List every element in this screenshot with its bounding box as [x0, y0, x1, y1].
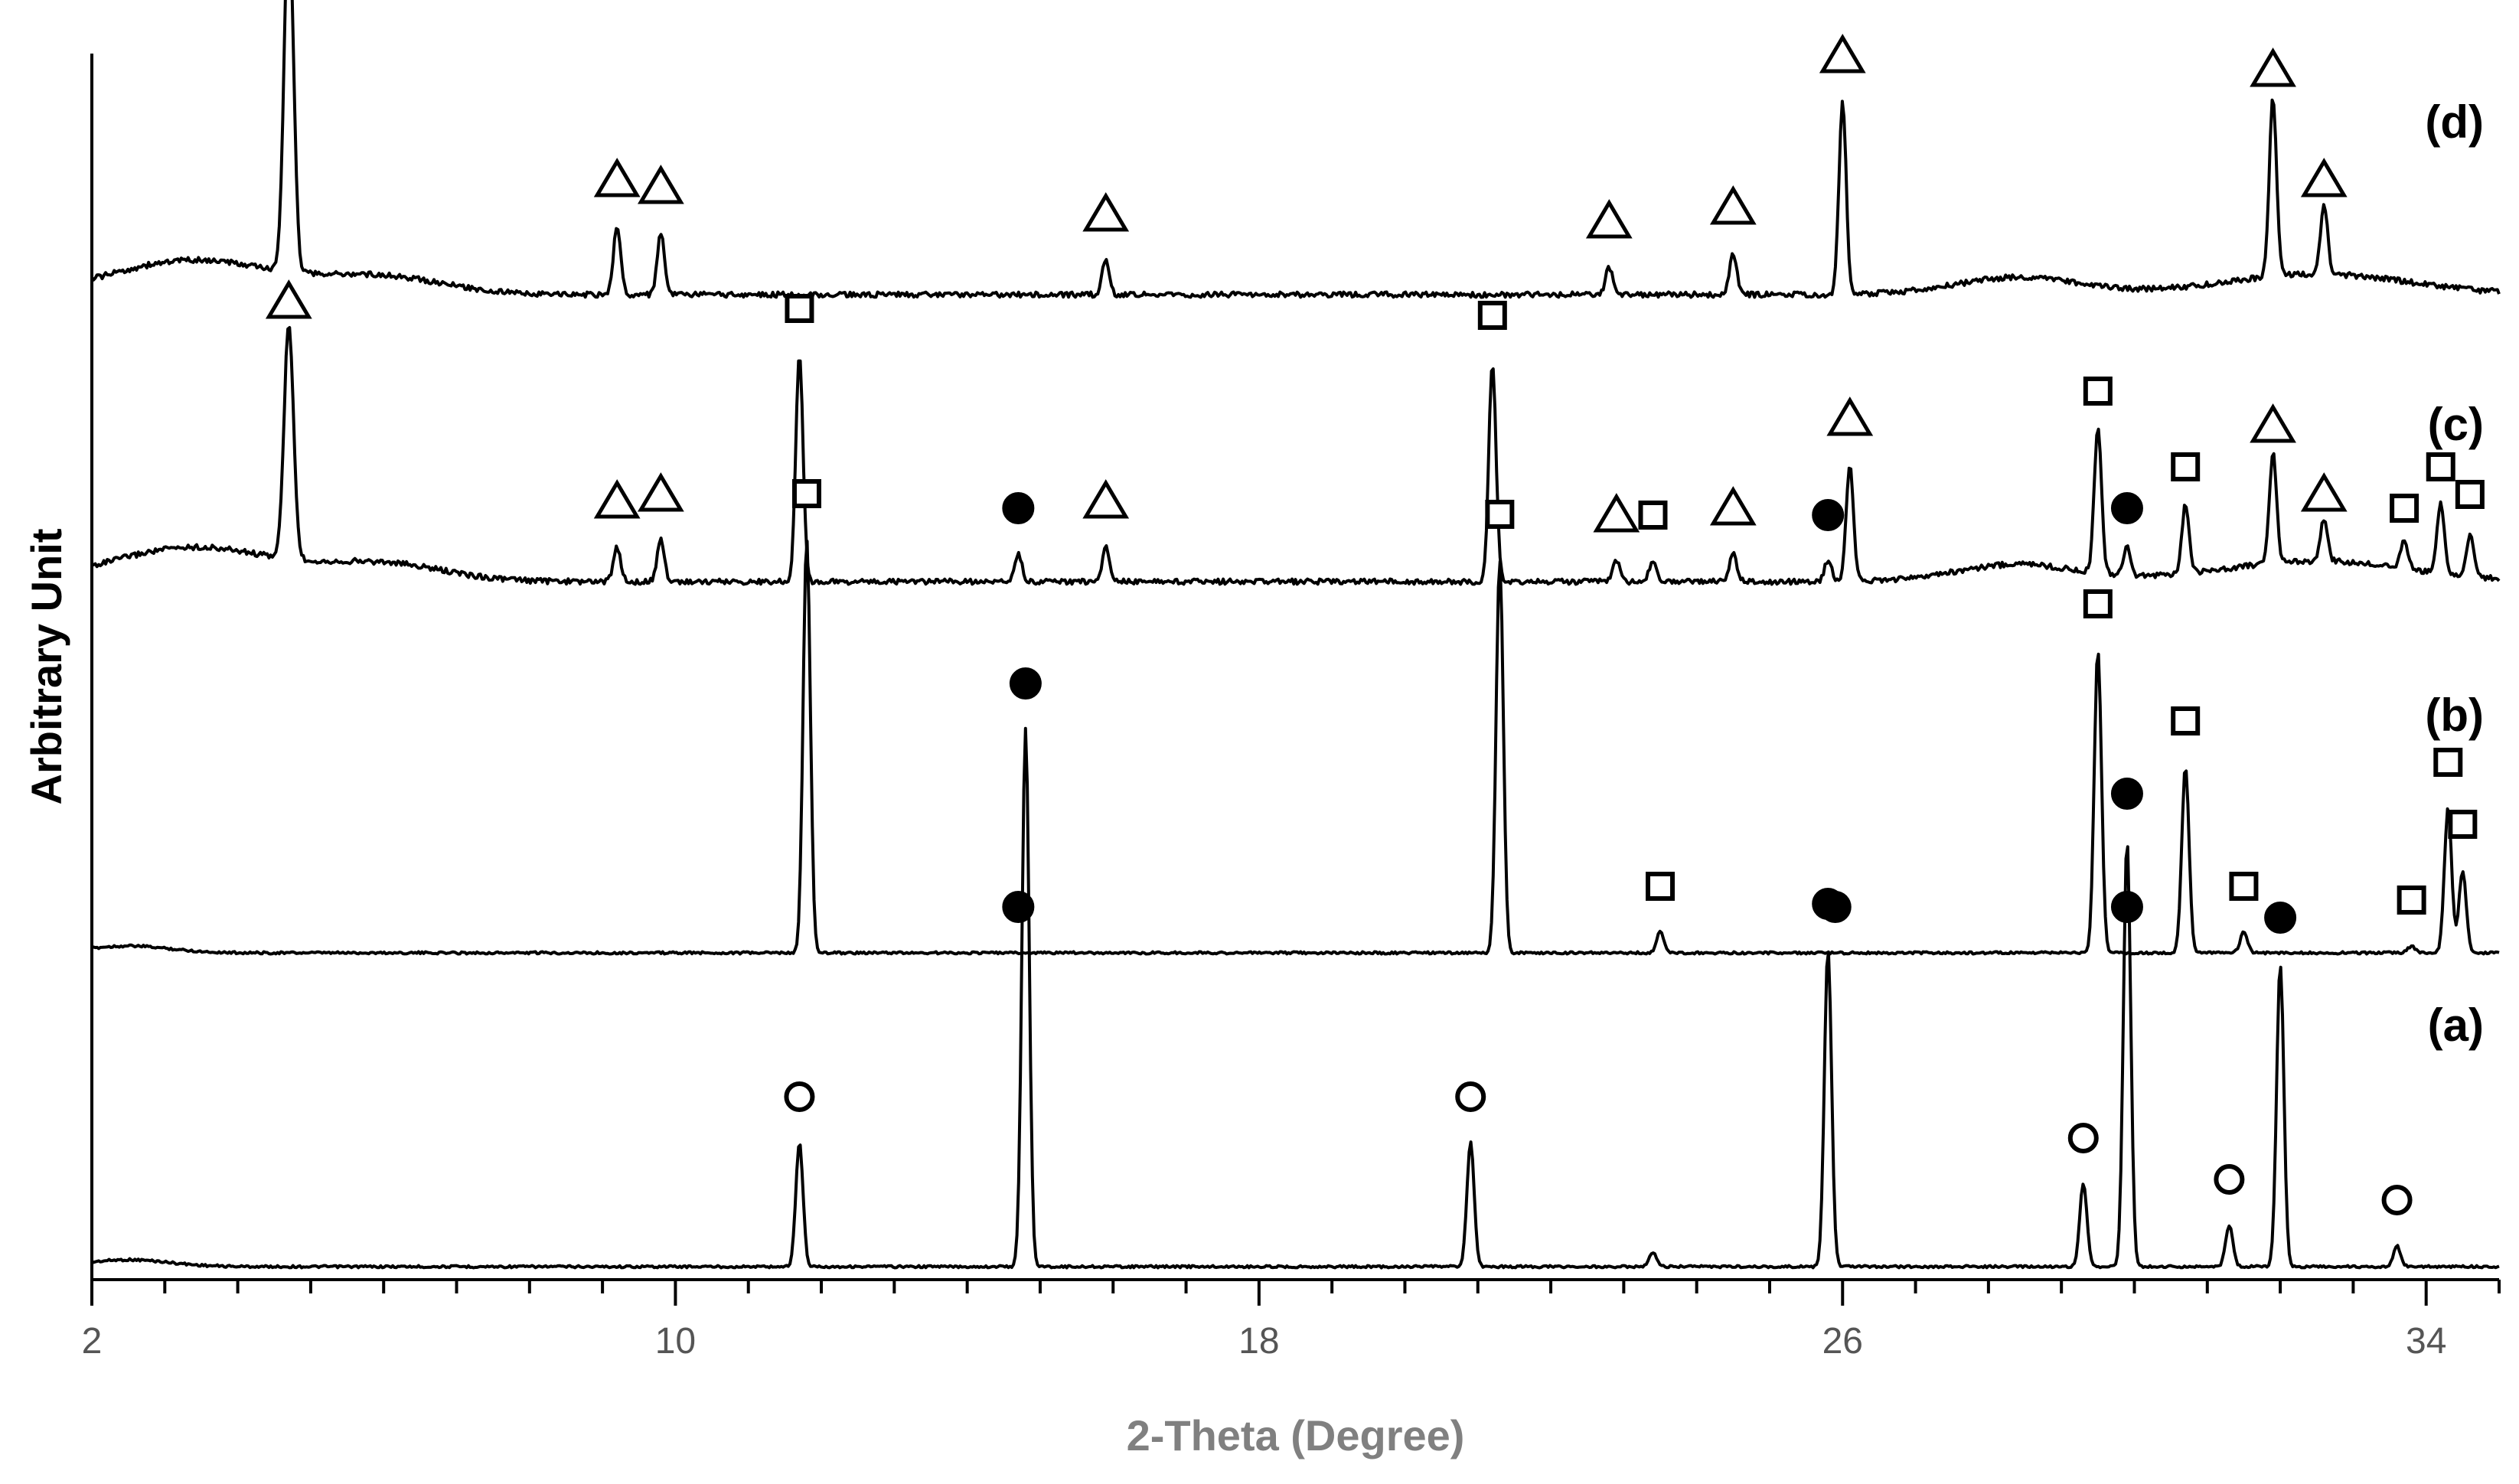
- solid-circle-marker: [1002, 891, 1035, 923]
- pattern-label: (c): [2428, 399, 2484, 450]
- open-square-marker: [2455, 480, 2485, 509]
- solid-circle-marker: [1812, 499, 1845, 531]
- x-axis-tick-labels: 2 10 18 26 34: [82, 1321, 2447, 1362]
- pattern-label: (d): [2425, 96, 2484, 148]
- open-triangle-marker: [1819, 34, 1866, 73]
- solid-circle-marker: [1009, 667, 1042, 700]
- x-tick-label: 18: [1238, 1321, 1279, 1362]
- open-square-marker: [1646, 872, 1676, 901]
- open-square-marker: [785, 294, 814, 323]
- open-triangle-marker: [2250, 403, 2296, 443]
- solid-circle-marker: [2110, 492, 2143, 524]
- open-square-marker: [2083, 589, 2113, 618]
- pattern-label: (b): [2425, 690, 2484, 741]
- open-triangle-marker: [637, 472, 684, 512]
- pattern-labels: (a) (b) (c) (d): [2425, 96, 2484, 1051]
- x-axis-title: 2-Theta (Degree): [1127, 1411, 1465, 1460]
- pattern-traces: [90, 0, 2501, 1270]
- open-triangle-marker: [593, 158, 641, 197]
- peak-markers: [265, 34, 2485, 1215]
- solid-circle-marker: [2110, 891, 2143, 923]
- open-square-marker: [1485, 500, 1515, 529]
- open-triangle-marker: [1593, 493, 1640, 533]
- y-axis-title: Arbitrary Unit: [22, 529, 70, 805]
- open-square-marker: [2433, 748, 2463, 777]
- x-axis-ticks: [90, 1280, 2501, 1306]
- trace-b: [91, 540, 2500, 956]
- trace-d: [90, 0, 2501, 299]
- solid-circle-marker: [1002, 492, 1035, 524]
- open-square-marker: [2397, 886, 2426, 915]
- open-triangle-marker: [2250, 47, 2296, 87]
- open-square-marker: [2448, 810, 2478, 839]
- open-triangle-marker: [637, 165, 684, 204]
- open-square-marker: [1477, 301, 1507, 330]
- open-circle-marker: [784, 1081, 815, 1112]
- open-triangle-marker: [265, 279, 312, 319]
- open-square-marker: [2171, 452, 2201, 481]
- x-tick-label: 10: [655, 1321, 696, 1362]
- x-tick-label: 26: [1822, 1321, 1863, 1362]
- open-triangle-marker: [593, 479, 641, 519]
- open-triangle-marker: [1585, 199, 1633, 239]
- solid-circle-marker: [2264, 902, 2297, 934]
- open-square-marker: [2171, 706, 2201, 735]
- open-triangle-marker: [1826, 396, 1874, 436]
- open-square-marker: [2426, 452, 2455, 481]
- open-square-marker: [791, 479, 821, 508]
- open-square-marker: [2083, 377, 2113, 406]
- open-circle-marker: [2381, 1185, 2413, 1215]
- trace-a: [90, 726, 2500, 1270]
- pattern-label: (a): [2428, 1000, 2484, 1051]
- solid-circle-marker: [2110, 778, 2143, 810]
- open-square-marker: [2390, 494, 2419, 523]
- open-triangle-marker: [2300, 472, 2348, 512]
- open-triangle-marker: [1709, 185, 1757, 225]
- open-circle-marker: [2067, 1123, 2099, 1153]
- open-triangle-marker: [2300, 158, 2348, 197]
- open-circle-marker: [1455, 1081, 1486, 1112]
- open-triangle-marker: [1082, 192, 1130, 232]
- open-triangle-marker: [1709, 486, 1757, 526]
- open-square-marker: [2229, 872, 2259, 901]
- open-circle-marker: [2214, 1164, 2245, 1195]
- solid-circle-marker: [1819, 891, 1852, 923]
- x-tick-label: 2: [82, 1321, 103, 1362]
- x-tick-label: 34: [2406, 1321, 2446, 1362]
- open-triangle-marker: [1082, 479, 1130, 519]
- open-square-marker: [1638, 501, 1668, 530]
- trace-c: [91, 326, 2501, 586]
